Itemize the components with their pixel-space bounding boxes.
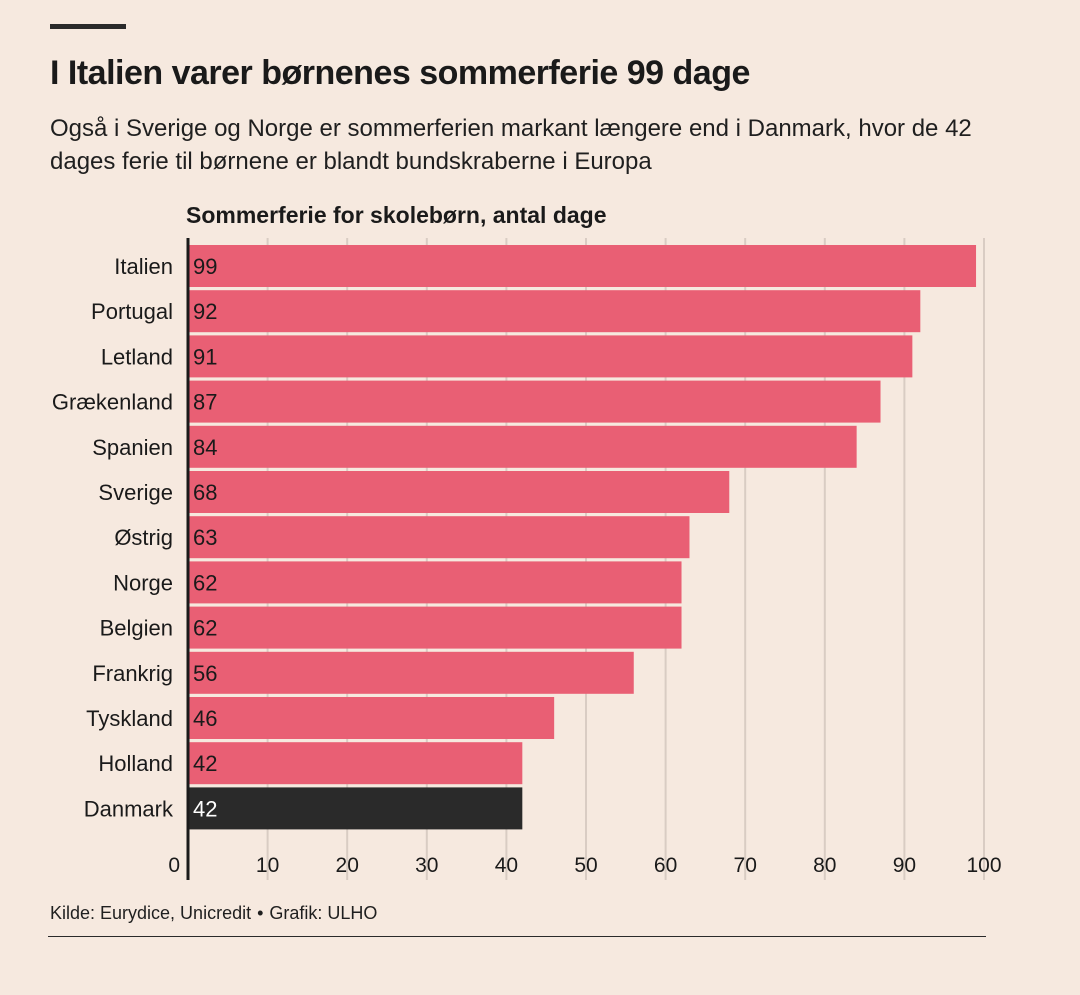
bar-norge (188, 561, 682, 604)
category-label: Spanien (92, 435, 173, 460)
x-tick-label: 0 (168, 854, 180, 877)
bar-frankrig (188, 651, 634, 694)
x-axis-ticks: 0 10 20 30 40 50 60 70 80 90 100 (168, 854, 1001, 877)
bar-italien (188, 245, 977, 287)
category-label: Tyskland (86, 706, 173, 731)
x-tick-label: 50 (574, 854, 597, 877)
bar-belgien (188, 606, 682, 649)
x-tick-label: 40 (495, 854, 518, 877)
bar-value-label: 63 (193, 525, 217, 550)
x-tick-label: 80 (813, 854, 836, 877)
x-tick-label: 70 (734, 854, 757, 877)
page-subtitle: Også i Sverige og Norge er sommerferien … (50, 115, 972, 175)
bar-value-label: 68 (193, 480, 217, 505)
bottom-rule (48, 936, 986, 937)
category-label: Portugal (91, 299, 173, 324)
category-label: Sverige (98, 480, 173, 505)
bar-portugal (188, 290, 921, 333)
category-label: Holland (98, 751, 173, 776)
x-tick-label: 10 (256, 854, 279, 877)
source-text: Kilde: Eurydice, Unicredit (50, 903, 252, 923)
bar-value-label: 42 (193, 796, 217, 821)
bar-grækenland (188, 380, 881, 423)
x-tick-label: 90 (893, 854, 916, 877)
chart-title: Sommerferie for skolebørn, antal dage (186, 202, 607, 228)
bar-value-label: 56 (193, 661, 217, 686)
category-label: Belgien (100, 616, 173, 641)
credit-text: Grafik: ULHO (269, 903, 378, 923)
bar-value-label: 91 (193, 344, 217, 369)
bar-letland (188, 335, 913, 378)
bar-value-label: 84 (193, 435, 217, 460)
bar-østrig (188, 516, 690, 559)
page-title: I Italien varer børnenes sommerferie 99 … (50, 54, 750, 92)
category-label: Frankrig (92, 661, 173, 686)
category-label: Grækenland (52, 390, 173, 415)
x-tick-label: 60 (654, 854, 677, 877)
bar-value-label: 99 (193, 254, 217, 279)
source-line: Kilde: Eurydice, Unicredit • Grafik: ULHO (50, 903, 377, 924)
bar-danmark (188, 787, 523, 830)
category-label: Østrig (114, 525, 173, 550)
bar-tyskland (188, 697, 555, 739)
bar-value-label: 87 (193, 390, 217, 415)
category-label: Norge (113, 570, 173, 595)
top-rule (50, 24, 126, 29)
bar-holland (188, 742, 523, 785)
x-tick-label: 20 (336, 854, 359, 877)
bar-sverige (188, 471, 730, 513)
bar-value-label: 62 (193, 616, 217, 641)
category-label: Danmark (84, 796, 174, 821)
category-label: Italien (114, 254, 173, 279)
bars: 99 92 91 87 84 68 63 62 62 56 46 42 42 (188, 245, 977, 830)
source-separator: • (257, 903, 264, 923)
bar-spanien (188, 425, 857, 468)
category-label: Letland (101, 344, 173, 369)
bar-value-label: 62 (193, 570, 217, 595)
category-labels: Italien Portugal Letland Grækenland Spanien S… (52, 254, 174, 821)
x-tick-label: 100 (966, 854, 1001, 877)
bar-value-label: 46 (193, 706, 217, 731)
bar-value-label: 42 (193, 751, 217, 776)
x-tick-label: 30 (415, 854, 438, 877)
bar-value-label: 92 (193, 299, 217, 324)
